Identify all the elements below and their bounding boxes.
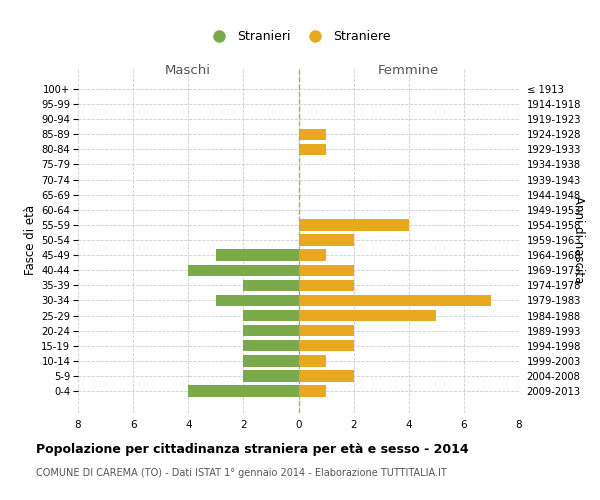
Text: Femmine: Femmine xyxy=(378,64,439,77)
Bar xyxy=(299,370,353,382)
Bar xyxy=(299,128,326,140)
Bar xyxy=(299,234,353,246)
Legend: Stranieri, Straniere: Stranieri, Straniere xyxy=(202,26,395,48)
Bar xyxy=(244,356,299,366)
Bar xyxy=(244,310,299,321)
Bar xyxy=(216,250,299,261)
Bar xyxy=(244,325,299,336)
Y-axis label: Anni di nascita: Anni di nascita xyxy=(572,196,586,284)
Bar xyxy=(299,264,353,276)
Bar xyxy=(299,356,326,366)
Bar xyxy=(299,144,326,155)
Bar xyxy=(244,280,299,291)
Text: Popolazione per cittadinanza straniera per età e sesso - 2014: Popolazione per cittadinanza straniera p… xyxy=(36,442,469,456)
Y-axis label: Fasce di età: Fasce di età xyxy=(24,205,37,275)
Text: Maschi: Maschi xyxy=(165,64,211,77)
Bar xyxy=(299,340,353,351)
Bar xyxy=(244,340,299,351)
Bar xyxy=(216,295,299,306)
Bar xyxy=(299,250,326,261)
Bar xyxy=(299,280,353,291)
Bar xyxy=(299,219,409,230)
Bar xyxy=(299,386,326,397)
Bar xyxy=(188,264,299,276)
Bar xyxy=(244,370,299,382)
Bar xyxy=(299,295,491,306)
Bar xyxy=(188,386,299,397)
Bar xyxy=(299,325,353,336)
Text: COMUNE DI CAREMA (TO) - Dati ISTAT 1° gennaio 2014 - Elaborazione TUTTITALIA.IT: COMUNE DI CAREMA (TO) - Dati ISTAT 1° ge… xyxy=(36,468,447,477)
Bar xyxy=(299,310,436,321)
